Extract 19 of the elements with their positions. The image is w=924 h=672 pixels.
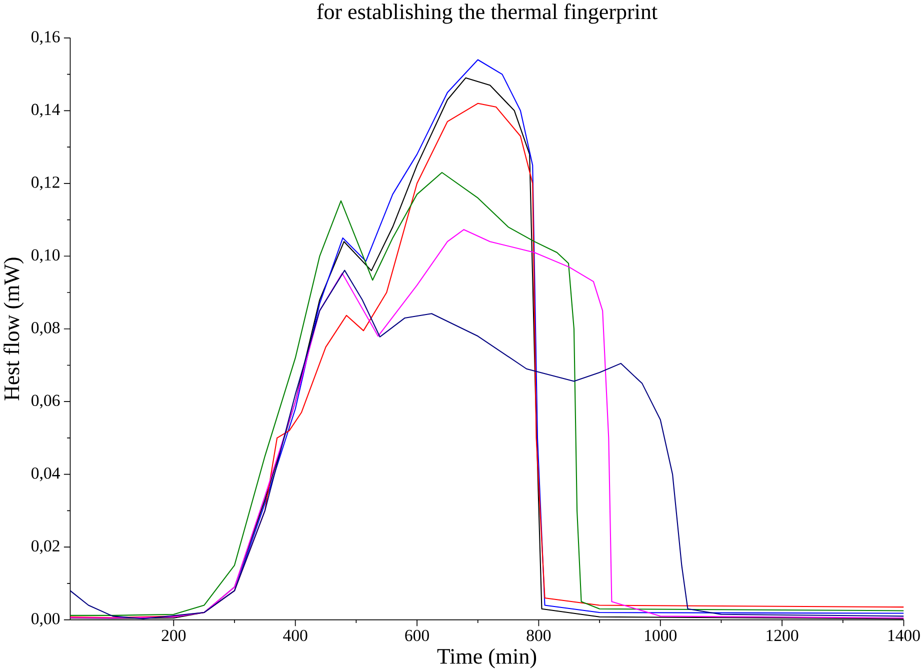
y-tick-label: 0,14 [32,104,60,118]
chart-title: for establishing the thermal fingerprint [317,4,658,24]
y-tick-label: 0,10 [32,249,60,264]
y-tick-label: 0,04 [32,468,60,482]
y-tick-label: 0,16 [32,31,60,45]
x-tick-label: 800 [526,630,551,642]
x-tick-label: 1000 [645,630,677,642]
y-tick-label: 0,00 [32,613,60,627]
x-tick-label: 600 [405,630,429,642]
x-tick-label: 400 [283,630,308,642]
y-tick-label: 0,12 [32,176,60,190]
x-tick-label: 200 [162,630,186,642]
y-axis-title: Hest flow (mW) [3,258,24,400]
x-tick-label: 1200 [766,630,798,642]
x-tick-label: 1400 [888,630,920,642]
y-tick-label: 0,08 [32,322,60,336]
y-tick-label: 0,06 [32,394,60,409]
y-tick-label: 0,02 [32,540,60,554]
x-axis-title: Time (min) [437,648,536,668]
